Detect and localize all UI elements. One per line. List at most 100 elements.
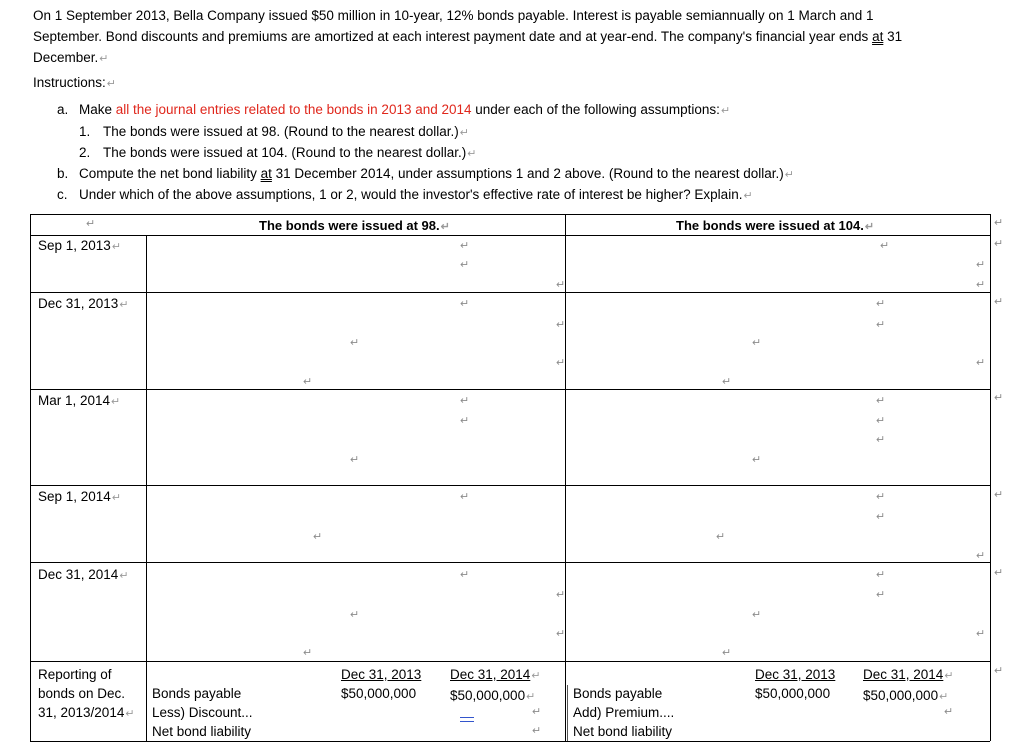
paragraph-mark-icon: ↵ xyxy=(716,531,726,543)
paragraph-mark-icon: ↵ xyxy=(532,725,542,737)
row-divider xyxy=(30,562,990,563)
instruction-b-text: Compute the net bond liability at 31 Dec… xyxy=(79,166,794,181)
paragraph-mark-icon: ↵ xyxy=(556,628,566,640)
paragraph-mark-icon: ↵ xyxy=(994,238,1004,250)
instruction-a-text: Make all the journal entries related to … xyxy=(79,102,731,117)
paragraph-mark-icon: ↵ xyxy=(303,647,313,659)
paragraph-mark-icon: ↵ xyxy=(880,240,890,252)
paragraph-mark-icon: ↵ xyxy=(876,319,886,331)
instruction-a: a. xyxy=(57,102,69,117)
date-dec-31-2013: Dec 31, 2013↵ xyxy=(38,296,129,311)
paragraph-mark-icon: ↵ xyxy=(944,706,954,718)
column-header: Dec 31, 2013 xyxy=(341,667,422,682)
reporting-label: Reporting of bonds on Dec. 31, 2013/2014… xyxy=(38,667,135,720)
paragraph-mark-icon: ↵ xyxy=(460,569,470,581)
paragraph-mark-icon: ↵ xyxy=(994,217,1004,229)
paragraph-mark-icon: ↵ xyxy=(876,569,886,581)
assumption-2-text: The bonds were issued at 104. (Round to … xyxy=(103,145,477,160)
paragraph-mark-icon: ↵ xyxy=(876,415,886,427)
instruction-c-text: Under which of the above assumptions, 1 … xyxy=(79,187,753,202)
assumption-1-text: The bonds were issued at 98. (Round to t… xyxy=(103,124,469,139)
paragraph-mark-icon: ↵ xyxy=(876,491,886,503)
paragraph-mark-icon: ↵ xyxy=(994,665,1004,677)
paragraph-mark-icon: ↵ xyxy=(532,706,542,718)
date-mar-1-2014: Mar 1, 2014↵ xyxy=(38,393,121,408)
column-header: Dec 31, 2013 xyxy=(755,667,836,682)
paragraph-mark-icon: ↵ xyxy=(303,376,313,388)
paragraph-mark-icon: ↵ xyxy=(460,415,470,427)
instructions-label: Instructions:↵ xyxy=(33,75,116,90)
date-dec-31-2014: Dec 31, 2014↵ xyxy=(38,567,129,582)
paragraph-mark-icon: ↵ xyxy=(350,454,360,466)
row-divider xyxy=(30,389,990,390)
paragraph-mark-icon: ↵ xyxy=(752,454,762,466)
date-sep-1-2013: Sep 1, 2013↵ xyxy=(38,238,122,253)
row-add-premium: Add) Premium.... xyxy=(573,705,675,720)
instruction-b: b. xyxy=(57,166,69,181)
header-issued-at-104: The bonds were issued at 104.↵ xyxy=(676,218,875,233)
row-net-bond-liability: Net bond liability xyxy=(152,724,252,739)
paragraph-mark-icon: ↵ xyxy=(876,434,886,446)
paragraph-mark-icon: ↵ xyxy=(556,319,566,331)
paragraph-mark-icon: ↵ xyxy=(876,589,886,601)
left-col-dec-31-2013: Dec 31, 2013 $50,000,000 xyxy=(341,665,421,703)
bonds-payable-value: $50,000,000 xyxy=(863,688,939,703)
paragraph-mark-icon: ↵ xyxy=(976,628,986,640)
problem-line-2-end: 31 xyxy=(883,29,903,44)
paragraph-mark-icon: ↵ xyxy=(994,296,1004,308)
paragraph-mark-icon: ↵ xyxy=(722,376,732,388)
paragraph-mark-icon: ↵ xyxy=(460,240,470,252)
date-sep-1-2014: Sep 1, 2014↵ xyxy=(38,489,122,504)
table-header-divider xyxy=(30,235,990,236)
column-divider xyxy=(146,235,147,741)
instruction-c: c. xyxy=(57,187,68,202)
paragraph-mark-icon: ↵ xyxy=(556,357,566,369)
highlighted-requirement: all the journal entries related to the b… xyxy=(115,102,472,117)
bonds-payable-value: $50,000,000 xyxy=(341,686,417,701)
column-divider xyxy=(565,214,566,741)
paragraph-mark-icon: ↵ xyxy=(350,337,360,349)
inner-divider xyxy=(567,685,568,741)
paragraph-mark-icon: ↵ xyxy=(99,53,109,65)
bonds-payable-value: $50,000,000 xyxy=(755,686,831,701)
paragraph-mark-icon: ↵ xyxy=(556,279,566,291)
row-divider xyxy=(30,661,990,662)
paragraph-mark-icon: ↵ xyxy=(976,259,986,271)
left-col-dec-31-2014: Dec 31, 2014↵ $50,000,000↵ xyxy=(450,667,541,703)
paragraph-mark-icon: ↵ xyxy=(976,550,986,562)
table-border-top xyxy=(30,214,990,215)
paragraph-mark-icon: ↵ xyxy=(556,589,566,601)
right-col-dec-31-2013: Dec 31, 2013 $50,000,000 xyxy=(755,665,835,703)
row-net-bond-liability: Net bond liability xyxy=(573,724,673,739)
header-issued-at-98: The bonds were issued at 98.↵ xyxy=(259,218,450,233)
paragraph-mark-icon: ↵ xyxy=(313,531,323,543)
left-reporting-rows: Bonds payable Less) Discount... Net bond… xyxy=(152,684,253,741)
problem-line-3: December. xyxy=(33,50,99,65)
row-divider xyxy=(30,485,990,486)
table-border-right xyxy=(990,214,991,741)
problem-line-2: September. Bond discounts and premiums a… xyxy=(33,29,873,44)
assumption-2-num: 2. xyxy=(79,145,91,160)
bonds-payable-value: $50,000,000 xyxy=(450,688,526,703)
paragraph-mark-icon: ↵ xyxy=(460,395,470,407)
problem-statement: On 1 September 2013, Bella Company issue… xyxy=(33,5,983,70)
paragraph-mark-icon: ↵ xyxy=(86,218,96,230)
column-header: Dec 31, 2014 xyxy=(450,667,531,682)
row-divider xyxy=(30,292,990,293)
paragraph-mark-icon: ↵ xyxy=(350,609,360,621)
assumption-1-num: 1. xyxy=(79,124,91,139)
paragraph-mark-icon: ↵ xyxy=(752,337,762,349)
paragraph-mark-icon: ↵ xyxy=(460,259,470,271)
table-border-bottom xyxy=(30,741,990,742)
paragraph-mark-icon: ↵ xyxy=(994,489,1004,501)
paragraph-mark-icon: ↵ xyxy=(752,609,762,621)
column-header: Dec 31, 2014 xyxy=(863,667,944,682)
table-border-left xyxy=(30,214,31,741)
paragraph-mark-icon: ↵ xyxy=(994,567,1004,579)
right-col-dec-31-2014: Dec 31, 2014↵ $50,000,000↵ xyxy=(863,667,954,703)
double-underline-mark xyxy=(460,717,474,722)
paragraph-mark-icon: ↵ xyxy=(460,491,470,503)
paragraph-mark-icon: ↵ xyxy=(976,357,986,369)
paragraph-mark-icon: ↵ xyxy=(994,392,1004,404)
paragraph-mark-icon: ↵ xyxy=(460,298,470,310)
